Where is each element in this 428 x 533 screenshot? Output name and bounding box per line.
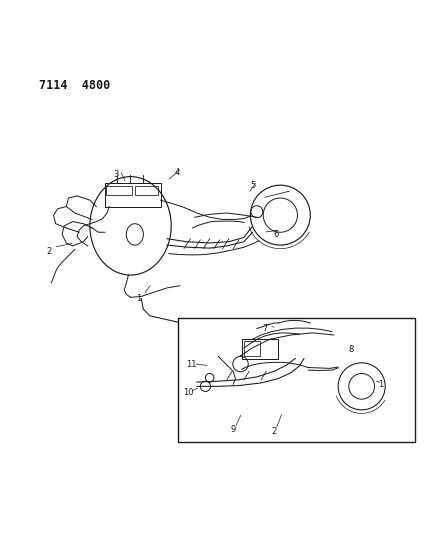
Text: 7114  4800: 7114 4800 [39, 79, 110, 92]
Bar [106, 186, 132, 195]
Bar [105, 183, 160, 207]
Text: 11: 11 [187, 360, 197, 369]
Bar [244, 342, 260, 357]
Text: 2: 2 [271, 427, 276, 436]
Text: 6: 6 [273, 230, 279, 239]
Text: 10: 10 [183, 388, 193, 397]
Text: 3: 3 [113, 170, 118, 179]
Text: 5: 5 [250, 181, 255, 190]
Bar [242, 340, 278, 359]
Text: 1: 1 [137, 294, 142, 303]
Text: 2: 2 [47, 247, 52, 256]
Text: 7: 7 [263, 324, 268, 333]
Text: 1: 1 [378, 379, 383, 389]
Text: 9: 9 [231, 425, 236, 434]
Text: 8: 8 [348, 345, 354, 354]
Bar [135, 186, 158, 195]
Bar [178, 318, 415, 442]
Text: 4: 4 [175, 168, 180, 177]
